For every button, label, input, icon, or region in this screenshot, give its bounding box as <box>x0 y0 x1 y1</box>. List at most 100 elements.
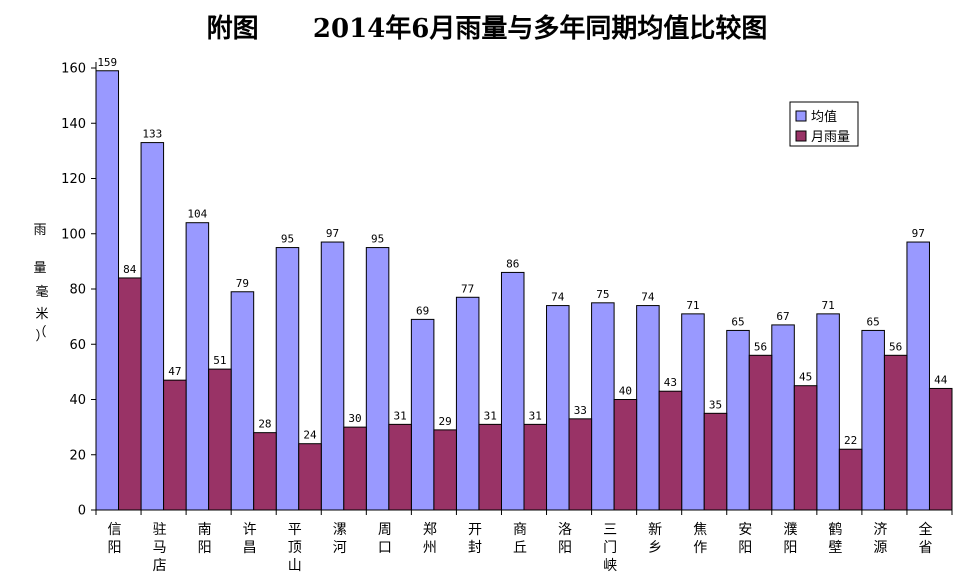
data-label-monthly: 84 <box>123 263 137 276</box>
bar-monthly <box>298 443 322 511</box>
bar-mean <box>275 247 300 511</box>
bar-monthly <box>433 429 457 511</box>
category-label: 新乡 <box>648 522 662 556</box>
y-tick-label: 80 <box>69 283 86 298</box>
category-label: 全省 <box>918 521 932 556</box>
bar-mean <box>861 329 885 511</box>
data-label-mean: 133 <box>142 128 162 141</box>
bar-mean <box>140 142 165 511</box>
bar-mean <box>500 271 525 511</box>
y-tick-label: 20 <box>69 448 86 463</box>
bar-mean <box>320 241 345 511</box>
bar-mean <box>546 305 570 511</box>
y-tick-label: 120 <box>61 172 86 187</box>
data-label-mean: 65 <box>867 315 880 328</box>
bar-monthly <box>703 412 728 511</box>
category-label: 信阳 <box>108 522 122 556</box>
bar-monthly <box>748 354 773 511</box>
data-label-mean: 95 <box>281 233 294 246</box>
category-label: 濮阳 <box>783 522 797 556</box>
category-label: 郑州 <box>423 522 437 556</box>
category-label: 安阳 <box>738 522 752 556</box>
bar-mean <box>455 296 480 511</box>
bar-mean <box>365 247 390 511</box>
data-label-mean: 79 <box>236 277 249 290</box>
legend-swatch <box>795 130 807 142</box>
y-tick-label: 100 <box>61 227 86 242</box>
data-label-monthly: 22 <box>844 434 857 447</box>
bar-monthly <box>118 277 142 511</box>
y-tick-label: 0 <box>78 504 86 519</box>
data-label-monthly: 31 <box>484 409 497 422</box>
data-label-mean: 77 <box>461 282 474 295</box>
category-label: 漯河 <box>333 522 347 556</box>
bar-monthly <box>253 432 277 511</box>
legend-label: 月雨量 <box>811 130 850 145</box>
data-label-mean: 71 <box>686 299 699 312</box>
category-label: 开封 <box>468 522 482 556</box>
data-label-monthly: 56 <box>754 340 767 353</box>
y-tick-label: 140 <box>61 117 86 132</box>
bar-monthly <box>343 426 367 511</box>
data-label-mean: 74 <box>551 291 565 304</box>
data-label-monthly: 30 <box>348 412 361 425</box>
chart-title: 附图 2014年6月雨量与多年同期均值比较图 <box>206 14 768 44</box>
data-label-monthly: 45 <box>799 371 812 384</box>
bar-mean <box>185 222 210 511</box>
bar-monthly <box>613 399 638 511</box>
category-label: 济源 <box>873 522 887 556</box>
category-label: 鹤壁 <box>828 522 842 556</box>
bar-monthly <box>928 387 953 511</box>
bar-monthly <box>658 390 683 511</box>
bars <box>95 70 953 511</box>
bar-mean <box>95 70 120 511</box>
bar-monthly <box>388 423 412 511</box>
bar-mean <box>636 305 660 511</box>
data-label-monthly: 44 <box>934 373 948 386</box>
category-label: 平顶山 <box>288 522 302 574</box>
bar-monthly <box>838 448 863 511</box>
data-label-monthly: 29 <box>439 415 452 428</box>
data-label-mean: 97 <box>912 227 925 240</box>
bar-mean <box>771 324 795 511</box>
bar-monthly <box>883 354 908 511</box>
bar-mean <box>591 302 615 511</box>
data-label-monthly: 35 <box>709 398 722 411</box>
data-label-mean: 65 <box>731 315 744 328</box>
category-label: 焦作 <box>693 522 707 556</box>
category-label: 周口 <box>378 522 392 556</box>
category-label: 南阳 <box>198 522 212 556</box>
data-label-mean: 95 <box>371 233 384 246</box>
category-label: 驻马店 <box>153 522 167 574</box>
bar-monthly <box>523 423 548 511</box>
data-label-mean: 86 <box>506 257 519 270</box>
bar-monthly <box>568 418 593 511</box>
data-label-mean: 75 <box>596 288 609 301</box>
data-label-monthly: 31 <box>529 409 542 422</box>
data-label-monthly: 43 <box>664 376 677 389</box>
data-label-monthly: 24 <box>303 429 317 442</box>
y-tick-label: 160 <box>61 62 86 77</box>
data-label-monthly: 31 <box>393 409 406 422</box>
data-label-mean: 71 <box>821 299 834 312</box>
data-labels: 159 133 104 79 95 97 95 69 77 86 74 75 74 71 65 67 71 65 9… <box>97 56 947 447</box>
category-label: 三门峡 <box>603 522 617 574</box>
legend-label: 均值 <box>811 109 837 125</box>
y-axis-title: 雨量（毫米） <box>33 223 48 344</box>
legend-swatch <box>795 110 807 122</box>
category-label: 洛阳 <box>558 522 572 556</box>
y-axis-label: 雨量（毫米） <box>33 223 48 344</box>
bar-monthly <box>163 379 187 511</box>
bar-monthly <box>208 368 232 511</box>
bar-mean <box>816 313 840 511</box>
y-tick-label: 40 <box>69 393 86 408</box>
data-label-monthly: 28 <box>258 418 271 431</box>
bar-mean <box>906 241 930 511</box>
data-label-monthly: 40 <box>619 385 632 398</box>
data-label-monthly: 47 <box>168 365 181 378</box>
y-tick-label: 60 <box>69 338 86 353</box>
bar-monthly <box>478 423 502 511</box>
